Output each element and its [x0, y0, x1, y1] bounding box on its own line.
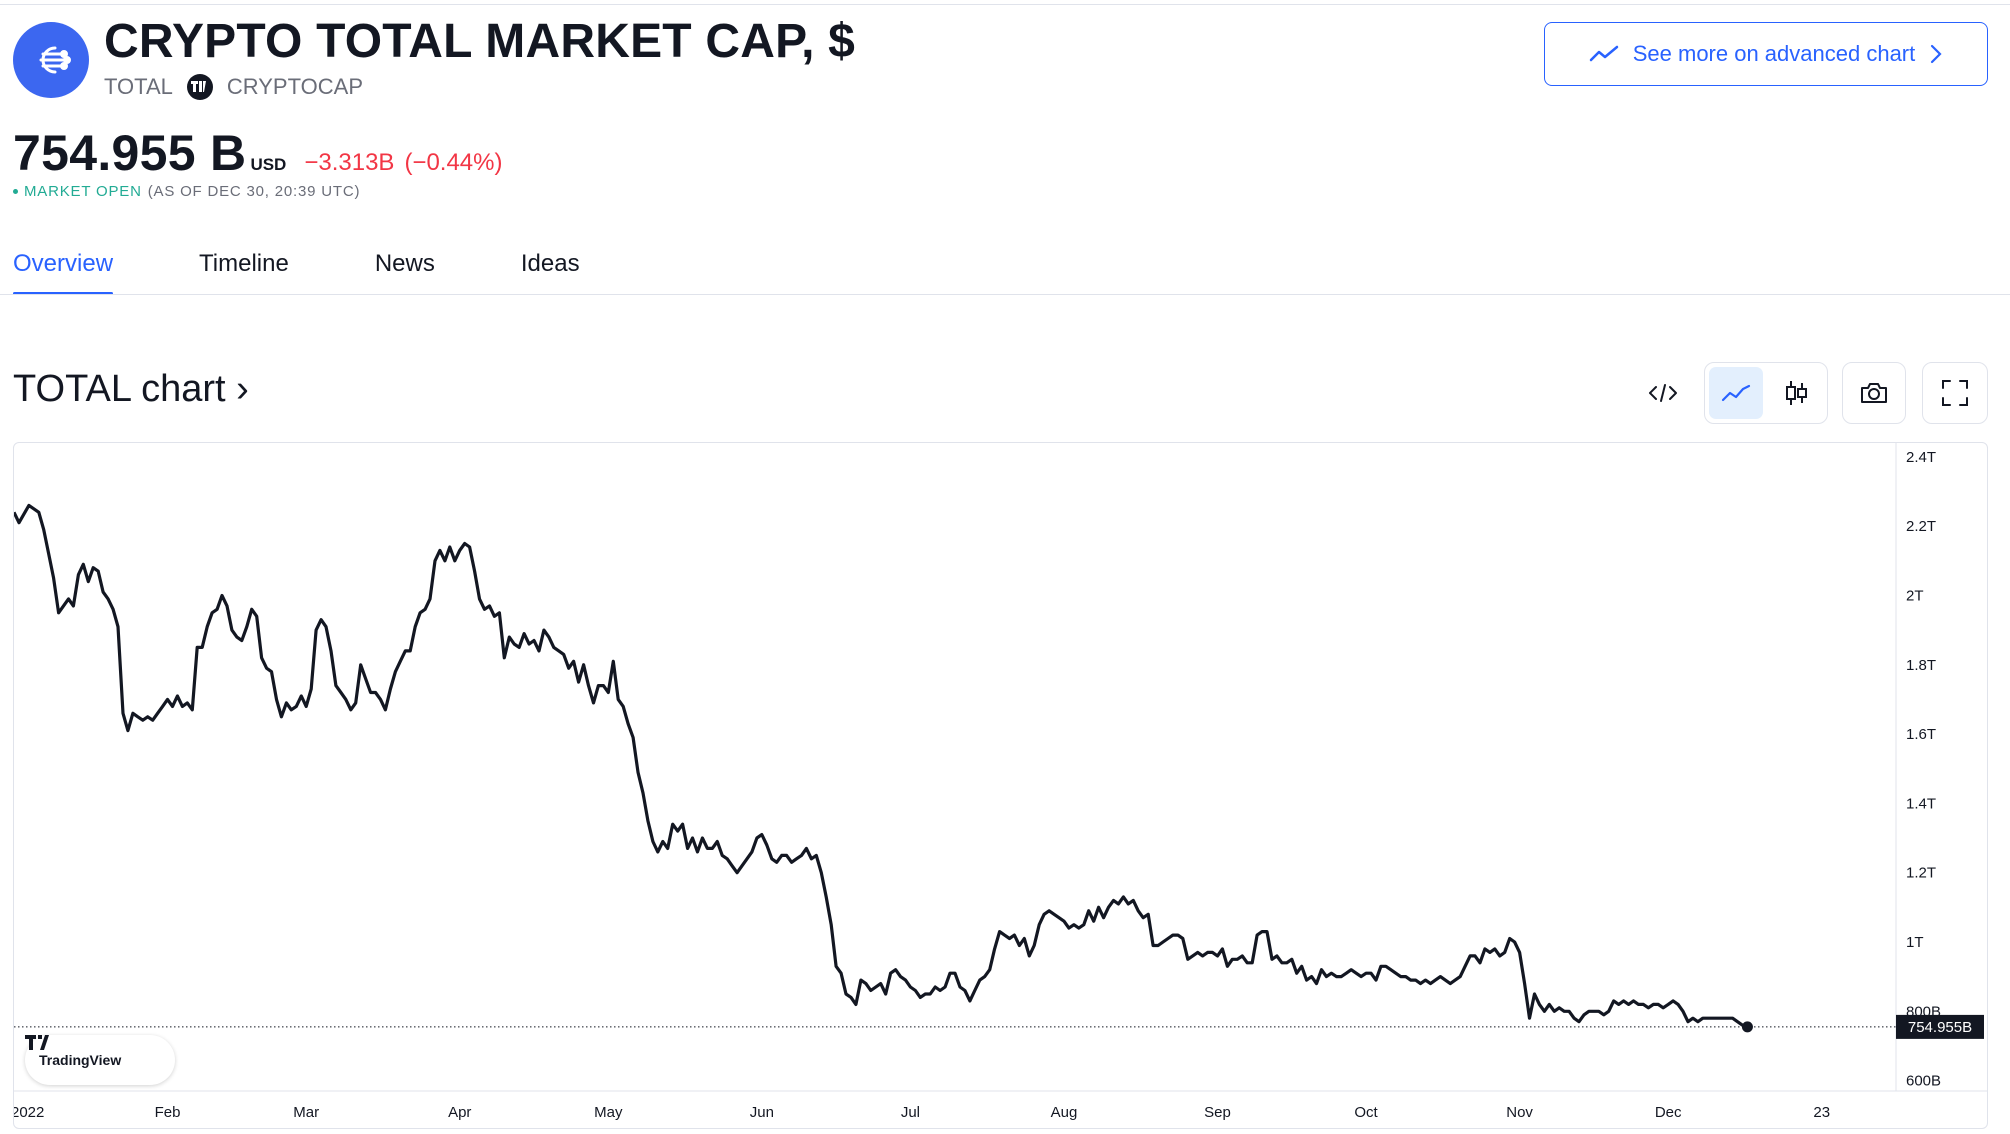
market-open-label: MARKET OPEN	[24, 183, 142, 200]
last-value-label: 754.955B	[1908, 1019, 1972, 1036]
price-chart[interactable]: 600B 800B 1T 1.2T 1.4T 1.6T 1.8T 2T 2.2T 2.4T 754.…	[13, 442, 1988, 1129]
price-currency: USD	[250, 155, 287, 174]
x-tick-label: Nov	[1506, 1104, 1533, 1121]
tradingview-watermark[interactable]: TradingView	[25, 1035, 175, 1085]
tab-news[interactable]: News	[374, 250, 435, 277]
market-open-dot	[13, 189, 18, 194]
x-axis: 2022 Feb Mar Apr May Jun Jul Aug Sep Oct Nov Dec 23	[14, 1090, 1987, 1121]
x-tick-label: Aug	[1051, 1104, 1078, 1121]
snapshot-button[interactable]	[1842, 362, 1906, 424]
x-tick-label: Jul	[901, 1104, 920, 1121]
price-value: 754.955 B	[13, 125, 247, 181]
last-value-marker	[1741, 1021, 1753, 1033]
exchange-label[interactable]: CRYPTOCAP	[226, 74, 363, 99]
candlestick-icon	[1786, 381, 1807, 405]
as-of-label: (AS OF DEC 30, 20:39 UTC)	[147, 183, 361, 200]
top-divider	[0, 4, 2010, 5]
y-tick-label: 2.4T	[1906, 449, 1936, 466]
y-tick-label: 1.4T	[1906, 795, 1936, 812]
chart-title-link[interactable]: TOTAL chart ›	[13, 368, 249, 411]
trend-line-icon	[1589, 45, 1618, 62]
y-tick-label: 600B	[1906, 1073, 1941, 1090]
series	[14, 503, 1896, 1033]
candlestick-button[interactable]	[1769, 367, 1823, 419]
advanced-chart-button[interactable]: See more on advanced chart	[1544, 22, 1988, 86]
y-tick-label: 1.2T	[1906, 865, 1936, 882]
chevron-right-icon	[1931, 44, 1942, 64]
camera-icon	[1861, 383, 1887, 403]
tab-overview[interactable]: Overview	[13, 250, 114, 295]
x-tick-label: 23	[1813, 1104, 1830, 1121]
tab-ideas[interactable]: Ideas	[520, 250, 580, 277]
y-tick-label: 1.8T	[1906, 657, 1936, 674]
symbol-label: TOTAL	[104, 74, 173, 99]
tabs-divider	[0, 294, 2010, 295]
x-tick-label: Mar	[293, 1104, 319, 1121]
embed-code-icon	[1649, 384, 1677, 402]
price-change-percent: (−0.44%)	[404, 149, 503, 176]
chart-style-toggle	[1704, 362, 1828, 424]
x-tick-label: Jun	[750, 1104, 774, 1121]
x-tick-label: Apr	[448, 1104, 471, 1121]
x-tick-label: Dec	[1655, 1104, 1682, 1121]
last-value-badge	[1896, 1014, 1984, 1039]
y-tick-label: 2T	[1906, 587, 1924, 604]
tab-timeline[interactable]: Timeline	[199, 250, 289, 277]
y-tick-label: 1.6T	[1906, 726, 1936, 743]
watermark-text: TradingView	[39, 1052, 122, 1068]
fullscreen-button[interactable]	[1922, 362, 1988, 424]
symbol-line: TOTAL CRYPTOCAP	[104, 74, 363, 100]
price-change: −3.313B	[304, 149, 395, 176]
x-tick-label: Sep	[1204, 1104, 1231, 1121]
x-tick-label: May	[594, 1104, 623, 1121]
fullscreen-icon	[1942, 380, 1968, 406]
y-tick-label: 2.2T	[1906, 518, 1936, 535]
x-tick-label: 2022	[14, 1104, 44, 1121]
x-tick-label: Oct	[1354, 1104, 1378, 1121]
chart-title-chevron: ›	[236, 368, 249, 410]
chart-title: TOTAL chart	[13, 368, 226, 410]
crypto-network-icon	[13, 22, 89, 98]
page-title: CRYPTO TOTAL MARKET CAP, $	[104, 15, 856, 68]
tradingview-logo-icon	[25, 1035, 49, 1050]
y-tick-label: 1T	[1906, 934, 1924, 951]
series-line	[14, 503, 1748, 1029]
quote-row: 754.955 B USD −3.313B (−0.44%)	[13, 124, 503, 182]
price-chart-svg: 600B800B1T1.2T1.4T1.6T1.8T2T2.2T2.4T754.…	[14, 443, 1987, 1121]
market-status: MARKET OPEN (AS OF DEC 30, 20:39 UTC)	[13, 183, 360, 200]
advanced-chart-label: See more on advanced chart	[1632, 41, 1916, 66]
line-chart-button[interactable]	[1709, 367, 1763, 419]
line-chart-icon	[1721, 384, 1751, 402]
y-axis: 600B800B1T1.2T1.4T1.6T1.8T2T2.2T2.4T754.…	[1895, 443, 1984, 1091]
tradingview-badge-icon	[186, 74, 213, 100]
embed-code-button[interactable]	[1634, 362, 1692, 424]
x-tick-label: Feb	[155, 1104, 181, 1121]
section-tabs: Overview Timeline News Ideas	[13, 250, 666, 295]
